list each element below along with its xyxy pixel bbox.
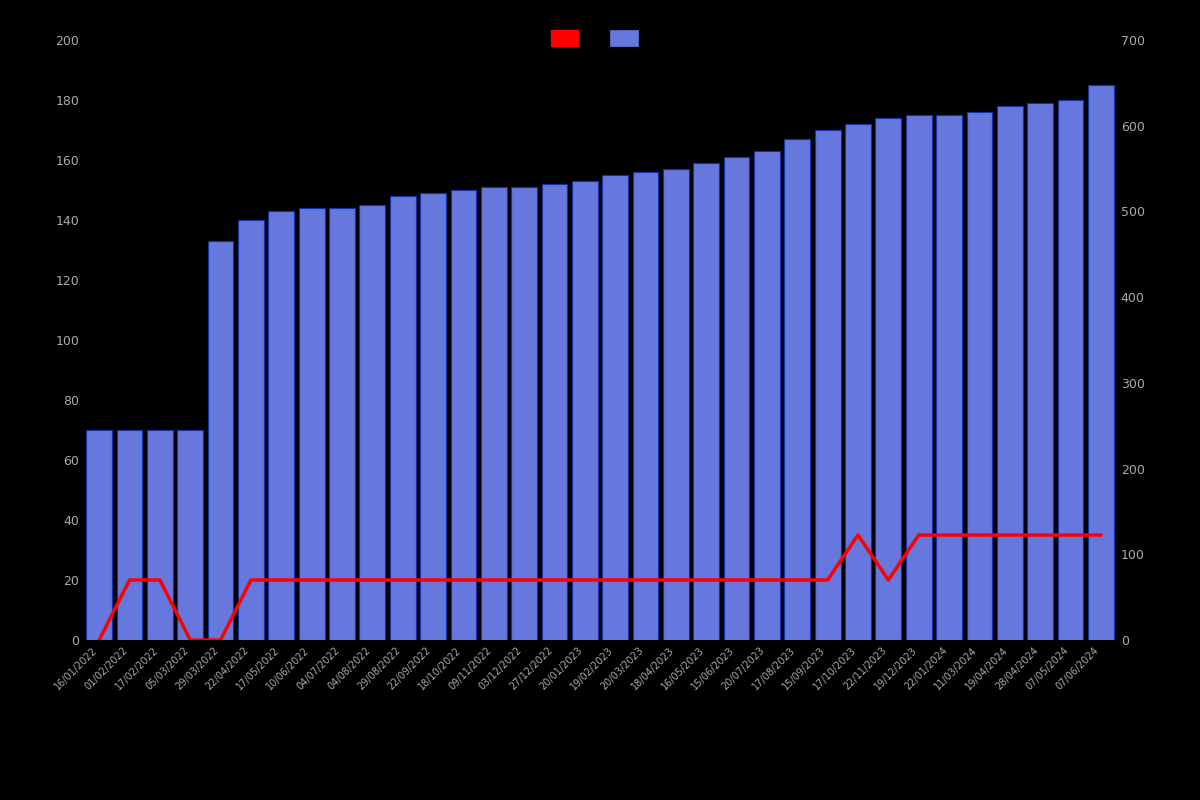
Bar: [420, 193, 446, 640]
Bar: [632, 172, 659, 640]
Legend: , : ,: [544, 23, 656, 53]
Bar: [845, 124, 871, 640]
Bar: [815, 130, 840, 640]
Bar: [876, 118, 901, 640]
Bar: [602, 175, 628, 640]
Bar: [450, 190, 476, 640]
Bar: [178, 430, 203, 640]
Bar: [481, 187, 506, 640]
Bar: [86, 430, 112, 640]
Bar: [208, 241, 234, 640]
Bar: [390, 196, 415, 640]
Bar: [997, 106, 1022, 640]
Bar: [1088, 85, 1114, 640]
Bar: [724, 157, 750, 640]
Bar: [694, 163, 719, 640]
Bar: [572, 181, 598, 640]
Bar: [1057, 100, 1084, 640]
Bar: [662, 169, 689, 640]
Bar: [541, 184, 568, 640]
Bar: [754, 151, 780, 640]
Bar: [936, 115, 962, 640]
Bar: [299, 208, 324, 640]
Bar: [269, 211, 294, 640]
Bar: [1027, 103, 1054, 640]
Bar: [360, 205, 385, 640]
Bar: [329, 208, 355, 640]
Bar: [906, 115, 931, 640]
Bar: [966, 112, 992, 640]
Bar: [238, 220, 264, 640]
Bar: [146, 430, 173, 640]
Bar: [785, 139, 810, 640]
Bar: [116, 430, 143, 640]
Bar: [511, 187, 538, 640]
